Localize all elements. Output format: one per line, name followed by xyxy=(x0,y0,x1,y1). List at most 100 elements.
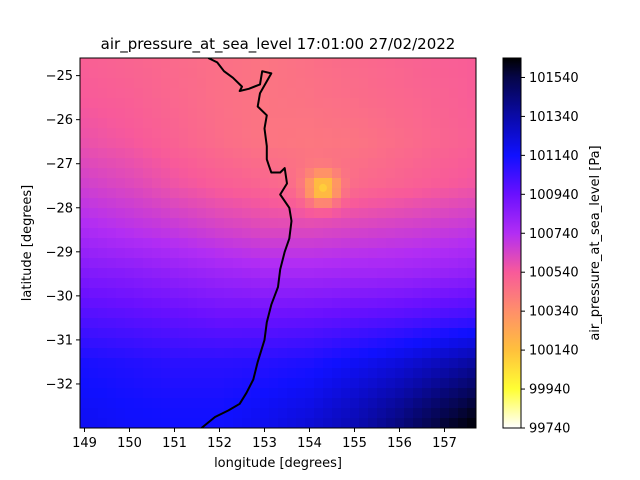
heatmap-cell xyxy=(125,128,135,139)
heatmap-cell xyxy=(179,58,189,69)
heatmap-cell xyxy=(152,168,162,179)
heatmap-cell xyxy=(413,68,423,79)
heatmap-cell xyxy=(350,258,360,269)
heatmap-cell xyxy=(449,58,459,69)
heatmap-cell xyxy=(458,88,468,99)
heatmap-cell xyxy=(188,368,198,379)
heatmap-cell xyxy=(323,148,333,159)
heatmap-cell xyxy=(377,148,387,159)
heatmap-cell xyxy=(224,198,234,209)
heatmap-cell xyxy=(188,278,198,289)
heatmap-cell xyxy=(116,368,126,379)
heatmap-cell xyxy=(377,88,387,99)
heatmap-cell xyxy=(188,248,198,259)
heatmap-cell xyxy=(422,178,432,189)
heatmap-cell xyxy=(377,268,387,279)
heatmap-cell xyxy=(350,378,360,389)
heatmap-cell xyxy=(233,68,243,79)
x-tick-label: 157 xyxy=(432,436,457,451)
heatmap-cell xyxy=(440,328,450,339)
heatmap-cell xyxy=(449,68,459,79)
heatmap-cell xyxy=(404,238,414,249)
heatmap-cell xyxy=(161,98,171,109)
heatmap-cell xyxy=(233,268,243,279)
heatmap-cell xyxy=(413,398,423,409)
heatmap-cell xyxy=(143,258,153,269)
heatmap-cell xyxy=(179,188,189,199)
heatmap-cell xyxy=(449,388,459,399)
heatmap-cell xyxy=(242,148,252,159)
heatmap-cell xyxy=(251,408,261,419)
heatmap-cell xyxy=(269,298,279,309)
heatmap-cell xyxy=(314,58,324,69)
heatmap-cell xyxy=(116,258,126,269)
heatmap-cell xyxy=(125,158,135,169)
heatmap-cell xyxy=(152,158,162,169)
heatmap-cell xyxy=(107,358,117,369)
heatmap-cell xyxy=(296,188,306,199)
heatmap-cell xyxy=(440,318,450,329)
heatmap-cell xyxy=(350,158,360,169)
heatmap-cell xyxy=(377,168,387,179)
heatmap-cell xyxy=(116,78,126,89)
heatmap-cell xyxy=(422,308,432,319)
heatmap-cell xyxy=(206,78,216,89)
heatmap-cell xyxy=(305,288,315,299)
heatmap-cell xyxy=(458,148,468,159)
heatmap-cell xyxy=(206,368,216,379)
heatmap-cell xyxy=(386,398,396,409)
heatmap-cell xyxy=(89,398,99,409)
heatmap-cell xyxy=(269,218,279,229)
heatmap-cell xyxy=(134,118,144,129)
heatmap-cell xyxy=(278,78,288,89)
heatmap-cell xyxy=(134,158,144,169)
heatmap-cell xyxy=(233,258,243,269)
heatmap-cell xyxy=(377,238,387,249)
heatmap-cell xyxy=(170,418,180,428)
heatmap-cell xyxy=(278,368,288,379)
heatmap-cell xyxy=(251,228,261,239)
heatmap-cell xyxy=(350,248,360,259)
heatmap-cell xyxy=(143,98,153,109)
heatmap-cell xyxy=(278,338,288,349)
heatmap-cell xyxy=(215,398,225,409)
heatmap-cell xyxy=(350,88,360,99)
x-tick-label: 150 xyxy=(117,436,142,451)
heatmap-cell xyxy=(98,138,108,149)
heatmap-cell xyxy=(395,338,405,349)
heatmap-cell xyxy=(377,348,387,359)
heatmap-cell xyxy=(80,248,90,259)
heatmap-cell xyxy=(431,198,441,209)
heatmap-cell xyxy=(116,358,126,369)
heatmap-cell xyxy=(287,108,297,119)
heatmap-cell xyxy=(278,248,288,259)
heatmap-cell xyxy=(143,228,153,239)
heatmap-cell xyxy=(332,98,342,109)
heatmap-cell xyxy=(323,358,333,369)
x-tick-label: 151 xyxy=(162,436,187,451)
heatmap-cell xyxy=(179,238,189,249)
heatmap-cell xyxy=(242,108,252,119)
heatmap-cell xyxy=(395,228,405,239)
heatmap-cell xyxy=(359,398,369,409)
heatmap-cell xyxy=(422,398,432,409)
heatmap-cell xyxy=(134,418,144,428)
heatmap-cell xyxy=(116,398,126,409)
heatmap-cell xyxy=(296,108,306,119)
heatmap-cell xyxy=(179,168,189,179)
heatmap-cell xyxy=(305,248,315,259)
heatmap-cell xyxy=(134,378,144,389)
heatmap-cell xyxy=(188,128,198,139)
colorbar-tick-label: 100140 xyxy=(529,344,579,359)
heatmap-cell xyxy=(332,298,342,309)
heatmap-cell xyxy=(386,408,396,419)
heatmap-cell xyxy=(125,288,135,299)
heatmap-cell xyxy=(116,118,126,129)
heatmap-cell xyxy=(251,298,261,309)
heatmap-cell xyxy=(422,228,432,239)
heatmap-cell xyxy=(179,138,189,149)
heatmap-cell xyxy=(431,88,441,99)
heatmap-cell xyxy=(323,98,333,109)
heatmap-cell xyxy=(449,408,459,419)
heatmap-cell xyxy=(359,108,369,119)
